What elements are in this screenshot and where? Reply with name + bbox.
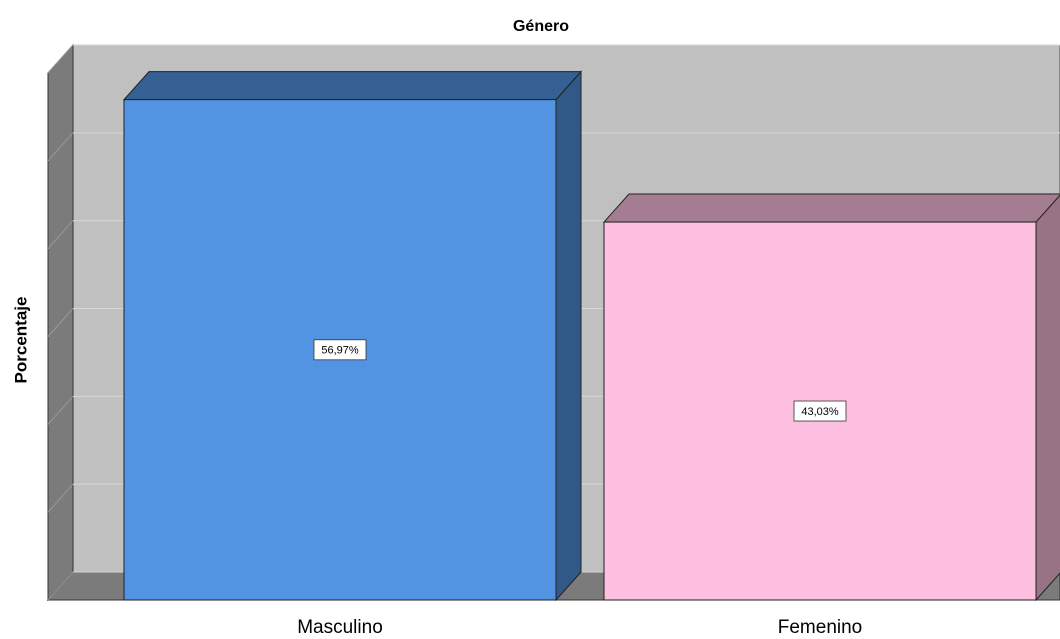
wall-grid-line	[47, 483, 74, 513]
bar-side	[555, 70, 582, 602]
x-tick-label: Femenino	[778, 617, 863, 638]
value-label: 56,97%	[321, 345, 359, 357]
wall-grid-line	[47, 571, 74, 601]
bar-side	[1035, 194, 1060, 602]
value-label-box	[313, 339, 367, 361]
wall-grid-line	[47, 396, 74, 425]
x-tick-label: Masculino	[297, 617, 383, 638]
value-label-box	[793, 400, 847, 422]
chart-title: Género	[513, 18, 569, 35]
wall-grid-line	[47, 44, 74, 74]
bar	[122, 70, 583, 602]
bar-top	[602, 193, 1060, 223]
wall-grid-line	[47, 308, 74, 337]
wall-grid-line	[47, 220, 74, 249]
y-axis-label: Porcentaje	[11, 297, 30, 384]
bar-top	[122, 71, 583, 101]
value-label: 43,03%	[801, 406, 839, 418]
wall-grid-line	[47, 132, 74, 162]
bar	[602, 193, 1060, 602]
